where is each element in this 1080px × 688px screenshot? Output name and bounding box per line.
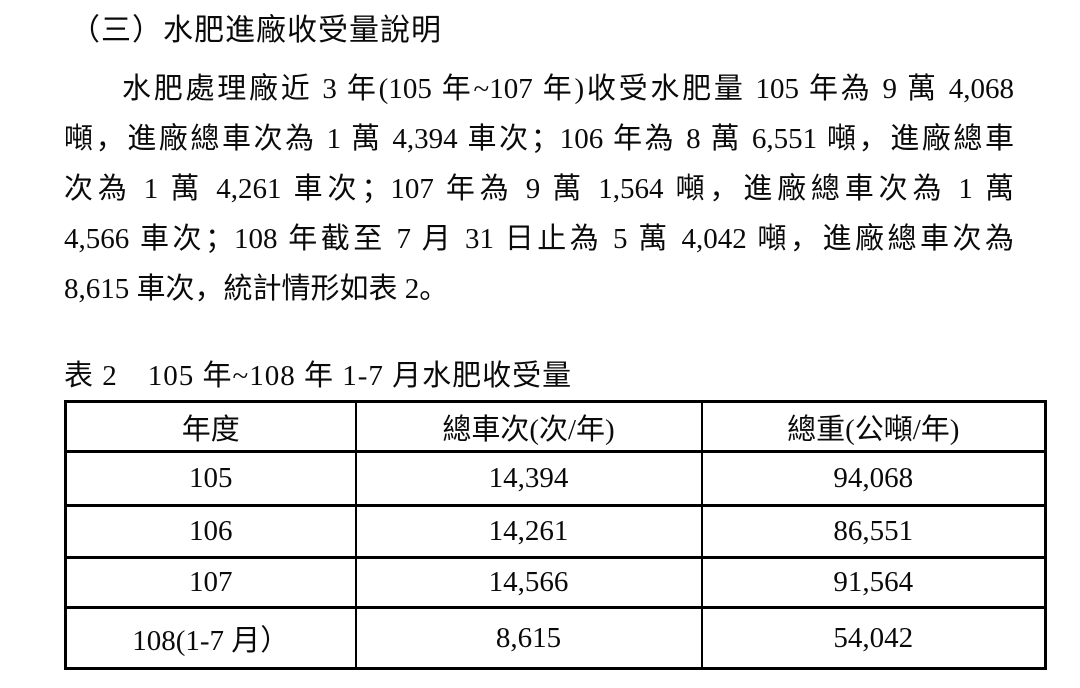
- cell-trips: 14,394: [354, 450, 703, 507]
- table-caption: 表 2 105 年~108 年 1-7 月水肥收受量: [64, 360, 573, 392]
- table-row: 107 14,566 91,564: [64, 556, 1047, 609]
- cell-year: 105: [64, 450, 357, 507]
- cell-year: 107: [64, 556, 357, 609]
- cell-trips: 8,615: [354, 606, 703, 670]
- table-row: 105 14,394 94,068: [64, 450, 1047, 507]
- body-paragraph: 水肥處理廠近 3 年(105 年~107 年)收受水肥量 105 年為 9 萬 …: [64, 64, 1014, 314]
- cell-weight: 91,564: [700, 556, 1047, 609]
- table-header-row: 年度 總車次(次/年) 總重(公噸/年): [64, 400, 1047, 453]
- paragraph-line: 8,615 車次，統計情形如表 2。: [64, 273, 449, 305]
- cell-year: 108(1-7 月）: [64, 606, 357, 670]
- intake-table: 年度 總車次(次/年) 總重(公噸/年) 105 14,394 94,068 1…: [64, 400, 1047, 670]
- cell-weight: 86,551: [700, 504, 1047, 559]
- paragraph-line: 4,566 車次；108 年截至 7 月 31 日止為 5 萬 4,042 噸，…: [64, 223, 1014, 255]
- paragraph-line: 水肥處理廠近 3 年(105 年~107 年)收受水肥量 105 年為 9 萬 …: [122, 73, 1014, 105]
- cell-weight: 54,042: [700, 606, 1047, 670]
- paragraph-line: 次為 1 萬 4,261 車次；107 年為 9 萬 1,564 噸，進廠總車次…: [64, 173, 1014, 205]
- cell-weight: 94,068: [700, 450, 1047, 507]
- table-row: 106 14,261 86,551: [64, 504, 1047, 559]
- section-title: （三）水肥進廠收受量說明: [70, 14, 442, 47]
- paragraph-line: 噸，進廠總車次為 1 萬 4,394 車次；106 年為 8 萬 6,551 噸…: [64, 123, 1014, 155]
- column-header-year: 年度: [64, 400, 357, 453]
- cell-year: 106: [64, 504, 357, 559]
- cell-trips: 14,566: [354, 556, 703, 609]
- column-header-total-weight: 總重(公噸/年): [700, 400, 1047, 453]
- table-row: 108(1-7 月） 8,615 54,042: [64, 606, 1047, 670]
- cell-trips: 14,261: [354, 504, 703, 559]
- column-header-total-trips: 總車次(次/年): [354, 400, 703, 453]
